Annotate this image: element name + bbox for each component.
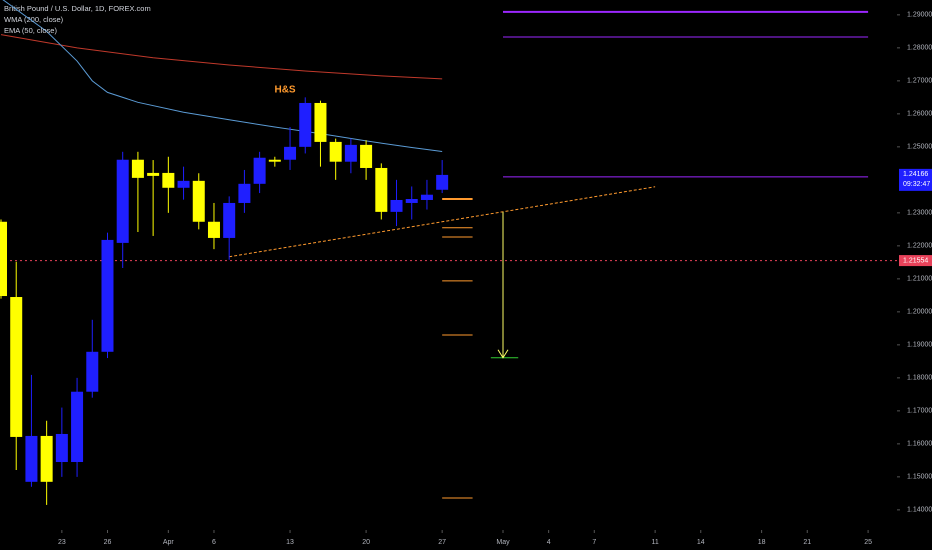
candle-body — [40, 435, 53, 482]
y-tick-label: 1.16000 — [907, 441, 932, 448]
y-tick-label: 1.17000 — [907, 408, 932, 415]
x-tick-label: 13 — [286, 539, 294, 546]
x-tick-label: 26 — [104, 539, 112, 546]
candle-body — [147, 172, 160, 176]
y-tick-label: 1.14000 — [907, 507, 932, 514]
y-tick-label: 1.22000 — [907, 243, 932, 250]
x-tick-label: 21 — [803, 539, 811, 546]
x-tick-label: Apr — [163, 539, 175, 546]
candle-body — [405, 198, 418, 203]
trendline — [229, 186, 656, 258]
candle-body — [375, 167, 388, 212]
candle-body — [10, 297, 23, 437]
x-tick-label: 11 — [651, 539, 658, 546]
candle-body — [420, 194, 433, 200]
x-tick-label: 4 — [547, 539, 551, 546]
candle-body — [284, 146, 297, 160]
x-tick-label: 18 — [758, 539, 766, 546]
y-tick-label: 1.15000 — [907, 474, 932, 481]
price-label-box — [899, 255, 932, 267]
y-tick-label: 1.28000 — [907, 45, 932, 52]
countdown: 09:32:47 — [903, 181, 930, 188]
x-tick-label: 25 — [864, 539, 872, 546]
candle-body — [268, 159, 281, 162]
arrow-head — [497, 349, 509, 359]
candle-body — [436, 174, 449, 190]
candle-body — [116, 159, 129, 243]
y-tick-label: 1.20000 — [907, 309, 932, 316]
x-tick-label: 7 — [592, 539, 596, 546]
y-tick-label: 1.21000 — [907, 276, 932, 283]
candle-body — [207, 221, 220, 238]
price-label-box — [899, 168, 932, 191]
x-tick-label: 27 — [438, 539, 446, 546]
price-label: 1.24166 — [903, 171, 928, 178]
candle-body — [131, 159, 144, 178]
candle-body — [101, 239, 114, 352]
candle-body — [344, 144, 357, 162]
candle-body — [360, 144, 373, 168]
price-label: 1.21554 — [903, 257, 928, 264]
candle-body — [177, 180, 190, 188]
x-tick-label: 23 — [58, 539, 66, 546]
ma-line — [0, 34, 443, 80]
legend-entry: EMA (50, close) — [4, 26, 57, 35]
candle-body — [71, 391, 84, 463]
candle-body — [0, 221, 8, 297]
y-tick-label: 1.19000 — [907, 342, 932, 349]
candle-body — [314, 102, 327, 142]
candle-body — [238, 183, 251, 203]
chart-title: British Pound / U.S. Dollar, 1D, FOREX.c… — [4, 4, 151, 13]
candle-body — [162, 172, 175, 188]
candle-body — [192, 180, 205, 222]
y-tick-label: 1.26000 — [907, 111, 932, 118]
x-tick-label: 6 — [212, 539, 216, 546]
candle-body — [223, 202, 236, 238]
candle-body — [86, 351, 99, 392]
annotation: H&S — [274, 85, 295, 96]
x-tick-label: 14 — [697, 539, 705, 546]
candle-body — [25, 435, 38, 482]
x-tick-label: 20 — [362, 539, 370, 546]
candle-body — [253, 157, 266, 184]
candle-body — [55, 433, 68, 463]
y-tick-label: 1.25000 — [907, 144, 932, 151]
x-tick-label: May — [496, 539, 510, 546]
y-tick-label: 1.23000 — [907, 210, 932, 217]
candle-body — [329, 141, 342, 162]
legend-entry: WMA (200, close) — [4, 15, 64, 24]
y-tick-label: 1.27000 — [907, 78, 932, 85]
y-tick-label: 1.29000 — [907, 12, 932, 19]
y-tick-label: 1.18000 — [907, 375, 932, 382]
candle-body — [390, 199, 403, 212]
candle-body — [299, 102, 312, 147]
